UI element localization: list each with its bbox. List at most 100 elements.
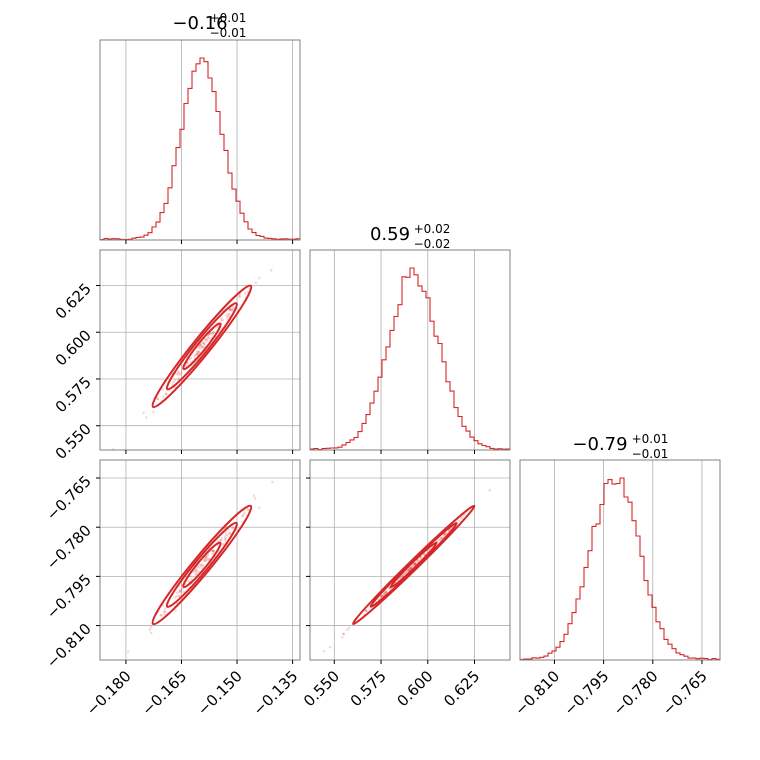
scatter-point [162, 395, 165, 399]
scatter-point [178, 589, 182, 593]
contour-1 [165, 302, 238, 391]
scatter-point [444, 532, 448, 536]
scatter-point [411, 563, 415, 567]
scatter-point [149, 625, 153, 629]
scatter-point [257, 276, 261, 280]
scatter-point [160, 614, 163, 617]
pair-panel-2-1 [306, 459, 511, 664]
contour-0 [182, 541, 222, 589]
scatter-point [152, 410, 155, 414]
hist-frame-1 [309, 249, 511, 451]
scatter-point [178, 377, 181, 380]
scatter-point [159, 613, 163, 617]
scatter-point [192, 570, 195, 574]
scatter-point [379, 595, 383, 599]
contour-2 [151, 504, 253, 626]
scatter-point [198, 562, 201, 566]
scatter-point [199, 564, 203, 567]
scatter-point [406, 569, 409, 573]
scatter-point [182, 590, 185, 594]
scatter-point [384, 591, 387, 595]
scatter-point [257, 506, 261, 510]
scatter-point [406, 569, 410, 573]
scatter-point [413, 562, 417, 566]
scatter-point [126, 650, 130, 653]
title-p2-plus: +0.01 [632, 432, 669, 446]
scatter-point [197, 345, 201, 349]
scatter-point [163, 613, 166, 616]
scatter-point [404, 571, 408, 575]
scatter-point [194, 572, 197, 576]
scatter-point [173, 595, 177, 599]
scatter-point [179, 588, 182, 592]
scatter-point [269, 269, 273, 272]
scatter-point [142, 411, 145, 415]
scatter-point [220, 543, 224, 546]
scatter-point [322, 650, 326, 653]
scatter-point [201, 345, 205, 348]
scatter-point [271, 480, 274, 484]
scatter-point [223, 538, 227, 542]
scatter-point [413, 562, 417, 566]
scatter-point [174, 609, 177, 612]
scatter-point [488, 488, 492, 492]
scatter-point [212, 549, 215, 553]
scatter-point [204, 556, 208, 559]
scatter-point [194, 353, 197, 357]
scatter-point [439, 536, 443, 540]
scatter-point [241, 515, 244, 518]
hist-frame-2 [519, 459, 721, 661]
title-p0-plus: +0.01 [210, 11, 247, 25]
xtick-label-p2-1: −0.795 [560, 667, 612, 719]
scatter-point [227, 315, 230, 319]
scatter-point [364, 609, 367, 612]
scatter-point [225, 534, 229, 537]
scatter-point [328, 645, 332, 649]
scatter-point [175, 372, 178, 376]
scatter-point [179, 373, 182, 376]
scatter-point [199, 345, 203, 348]
scatter-point [163, 607, 167, 611]
xtick-label-p1-1: 0.575 [347, 667, 390, 710]
title-p0: −0.16 [172, 13, 227, 34]
ytick-label-p2-2: −0.780 [43, 521, 95, 573]
scatter-point [461, 517, 464, 520]
contour-2 [352, 504, 476, 626]
scatter-point [164, 392, 168, 396]
scatter-point [226, 312, 229, 316]
scatter-point [173, 378, 177, 382]
scatter-point [211, 549, 215, 553]
scatter-point [380, 595, 384, 598]
scatter-point [205, 339, 209, 343]
scatter-point [200, 345, 204, 349]
scatter-point [212, 549, 215, 553]
contour-0 [182, 322, 222, 371]
scatter-point [246, 290, 249, 294]
scatter-point [227, 528, 230, 532]
scatter-point [163, 610, 167, 614]
scatter-point [409, 566, 412, 570]
scatter-point [401, 573, 405, 577]
pair-frame-1-0 [99, 249, 301, 451]
scatter-point [162, 610, 166, 613]
scatter-point [206, 554, 209, 557]
xtick-label-p1-2: 0.600 [393, 667, 436, 710]
scatter-point [206, 558, 210, 561]
scatter-point [197, 571, 200, 574]
scatter-point [414, 562, 418, 565]
xtick-label-p2-3: −0.765 [659, 667, 711, 719]
scatter-point [207, 336, 211, 340]
scatter-point [202, 343, 206, 346]
scatter-point [165, 392, 168, 396]
hist-line-1 [309, 267, 511, 451]
xtick-label-p0-0: −0.180 [83, 667, 135, 719]
scatter-point [204, 337, 207, 341]
scatter-point [231, 526, 235, 529]
scatter-point [200, 563, 203, 567]
hist-panel-1 [309, 249, 511, 454]
scatter-point [226, 317, 229, 320]
scatter-point [196, 352, 200, 356]
scatter-point [411, 564, 414, 568]
scatter-point [195, 568, 199, 572]
scatter-point [409, 566, 413, 570]
